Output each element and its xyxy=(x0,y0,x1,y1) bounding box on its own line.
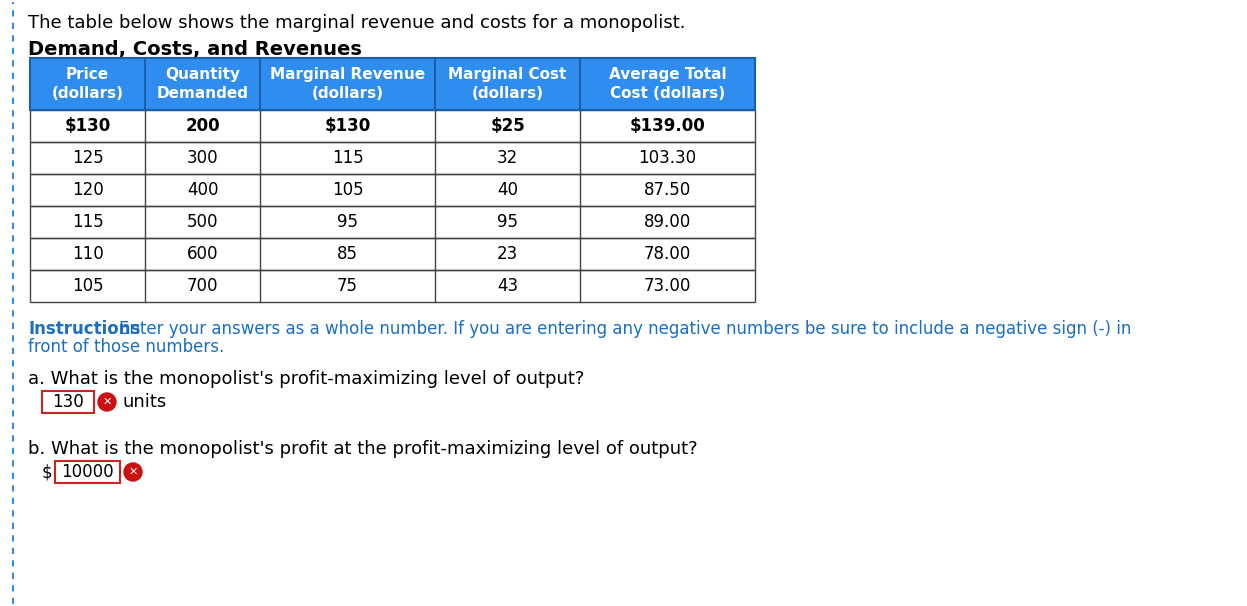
Text: : Enter your answers as a whole number. If you are entering any negative numbers: : Enter your answers as a whole number. … xyxy=(108,320,1131,338)
Circle shape xyxy=(123,463,142,481)
Text: 23: 23 xyxy=(496,245,518,263)
Text: 89.00: 89.00 xyxy=(643,213,691,231)
Bar xyxy=(30,174,754,206)
Text: 700: 700 xyxy=(187,277,218,295)
Text: 10000: 10000 xyxy=(61,463,113,481)
Bar xyxy=(30,58,754,110)
Text: $139.00: $139.00 xyxy=(630,117,706,135)
Text: Average Total
Cost (dollars): Average Total Cost (dollars) xyxy=(609,67,726,101)
Text: 200: 200 xyxy=(186,117,219,135)
Text: 78.00: 78.00 xyxy=(643,245,691,263)
Text: 85: 85 xyxy=(337,245,358,263)
Bar xyxy=(30,110,754,142)
Bar xyxy=(30,58,754,110)
Text: 130: 130 xyxy=(52,393,84,411)
Text: 600: 600 xyxy=(187,245,218,263)
Bar xyxy=(30,238,754,270)
Text: 125: 125 xyxy=(71,149,104,167)
Bar xyxy=(30,238,754,270)
Bar xyxy=(42,391,94,413)
Text: front of those numbers.: front of those numbers. xyxy=(27,338,224,356)
Text: Price
(dollars): Price (dollars) xyxy=(51,67,123,101)
Bar xyxy=(55,461,120,483)
Text: $25: $25 xyxy=(490,117,525,135)
Text: 400: 400 xyxy=(187,181,218,199)
Text: ✕: ✕ xyxy=(102,397,112,407)
Text: 73.00: 73.00 xyxy=(643,277,691,295)
Text: units: units xyxy=(122,393,166,411)
Text: 43: 43 xyxy=(498,277,518,295)
Text: Quantity
Demanded: Quantity Demanded xyxy=(157,67,248,101)
Text: b. What is the monopolist's profit at the profit-maximizing level of output?: b. What is the monopolist's profit at th… xyxy=(27,440,697,458)
Text: 300: 300 xyxy=(187,149,218,167)
Text: $: $ xyxy=(42,463,52,481)
Text: $130: $130 xyxy=(65,117,111,135)
Bar xyxy=(30,142,754,174)
Text: Demand, Costs, and Revenues: Demand, Costs, and Revenues xyxy=(27,40,362,59)
Text: 75: 75 xyxy=(337,277,358,295)
Text: 32: 32 xyxy=(496,149,518,167)
Text: 105: 105 xyxy=(332,181,363,199)
Bar xyxy=(30,270,754,302)
Circle shape xyxy=(99,393,116,411)
Text: ✕: ✕ xyxy=(128,467,137,477)
Text: $130: $130 xyxy=(324,117,370,135)
Bar xyxy=(30,206,754,238)
Text: Instructions: Instructions xyxy=(27,320,141,338)
Text: 95: 95 xyxy=(337,213,358,231)
Text: 103.30: 103.30 xyxy=(638,149,697,167)
Text: 105: 105 xyxy=(71,277,104,295)
Bar xyxy=(30,142,754,174)
Text: 115: 115 xyxy=(332,149,363,167)
Bar xyxy=(30,206,754,238)
Text: Marginal Revenue
(dollars): Marginal Revenue (dollars) xyxy=(269,67,425,101)
Text: 500: 500 xyxy=(187,213,218,231)
Bar xyxy=(30,270,754,302)
Text: Marginal Cost
(dollars): Marginal Cost (dollars) xyxy=(449,67,566,101)
Text: 40: 40 xyxy=(498,181,518,199)
Bar xyxy=(30,174,754,206)
Text: 115: 115 xyxy=(71,213,104,231)
Text: a. What is the monopolist's profit-maximizing level of output?: a. What is the monopolist's profit-maxim… xyxy=(27,370,585,388)
Text: The table below shows the marginal revenue and costs for a monopolist.: The table below shows the marginal reven… xyxy=(27,14,686,32)
Text: 95: 95 xyxy=(498,213,518,231)
Text: 87.50: 87.50 xyxy=(643,181,691,199)
Bar xyxy=(30,110,754,142)
Text: 110: 110 xyxy=(71,245,104,263)
Text: 120: 120 xyxy=(71,181,104,199)
